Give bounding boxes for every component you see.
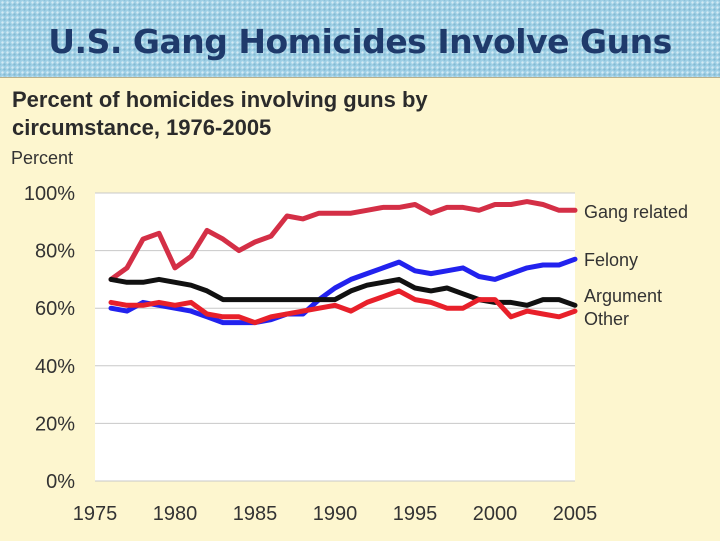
y-tick-label: 0% bbox=[46, 471, 75, 493]
chart-panel: Percent of homicides involving guns by c… bbox=[0, 77, 720, 541]
chart-title: Percent of homicides involving guns by c… bbox=[12, 86, 572, 142]
x-tick-label: 2000 bbox=[473, 503, 518, 525]
line-chart: 0% 20% 40% 60% 80% 100% 1975 1980 1985 1990 1995 20… bbox=[24, 183, 688, 525]
y-tick-label: 80% bbox=[35, 241, 75, 263]
x-tick-label: 1975 bbox=[73, 503, 118, 525]
chart-title-line-2: circumstance, 1976-2005 bbox=[12, 115, 272, 140]
x-tick-label: 1985 bbox=[233, 503, 278, 525]
x-tick-label: 1980 bbox=[153, 503, 198, 525]
y-axis-unit-label: Percent bbox=[11, 148, 74, 168]
chart-title-line-1: Percent of homicides involving guns by bbox=[12, 87, 428, 112]
series-label-other: Other bbox=[584, 309, 629, 329]
x-tick-label: 2005 bbox=[553, 503, 598, 525]
plot-area bbox=[95, 193, 575, 481]
y-tick-label: 40% bbox=[35, 356, 75, 378]
x-tick-label: 1990 bbox=[313, 503, 358, 525]
x-tick-label: 1995 bbox=[393, 503, 438, 525]
y-tick-label: 20% bbox=[35, 413, 75, 435]
slide-title: U.S. Gang Homicides Involve Guns bbox=[48, 22, 672, 61]
y-tick-label: 60% bbox=[35, 298, 75, 320]
series-label-argument: Argument bbox=[584, 286, 662, 306]
y-tick-label: 100% bbox=[24, 183, 75, 205]
series-line-gang-related bbox=[108, 199, 578, 282]
series-line-other bbox=[108, 288, 578, 326]
series-label-gang-related: Gang related bbox=[584, 202, 688, 222]
series-line-felony bbox=[108, 256, 578, 326]
series-label-felony: Felony bbox=[584, 250, 638, 270]
